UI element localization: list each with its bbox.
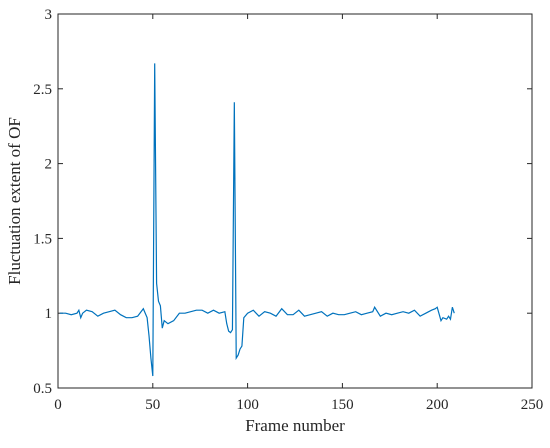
y-tick-label: 0.5 [33, 381, 52, 397]
y-tick-label: 1 [45, 306, 53, 322]
x-axis-label: Frame number [245, 416, 345, 435]
x-tick-label: 200 [426, 397, 449, 413]
x-tick-label: 100 [236, 397, 259, 413]
x-tick-label: 0 [54, 397, 62, 413]
y-tick-label: 3 [45, 7, 53, 23]
y-tick-label: 1.5 [33, 231, 52, 247]
x-tick-label: 50 [145, 397, 160, 413]
plot-frame [57, 13, 533, 389]
y-axis-label: Fluctuation extent of OF [5, 117, 24, 285]
y-tick-label: 2 [45, 157, 53, 173]
x-tick-label: 150 [331, 397, 354, 413]
x-tick-label: 250 [521, 397, 544, 413]
data-line [59, 63, 455, 377]
y-tick-label: 2.5 [33, 82, 52, 98]
